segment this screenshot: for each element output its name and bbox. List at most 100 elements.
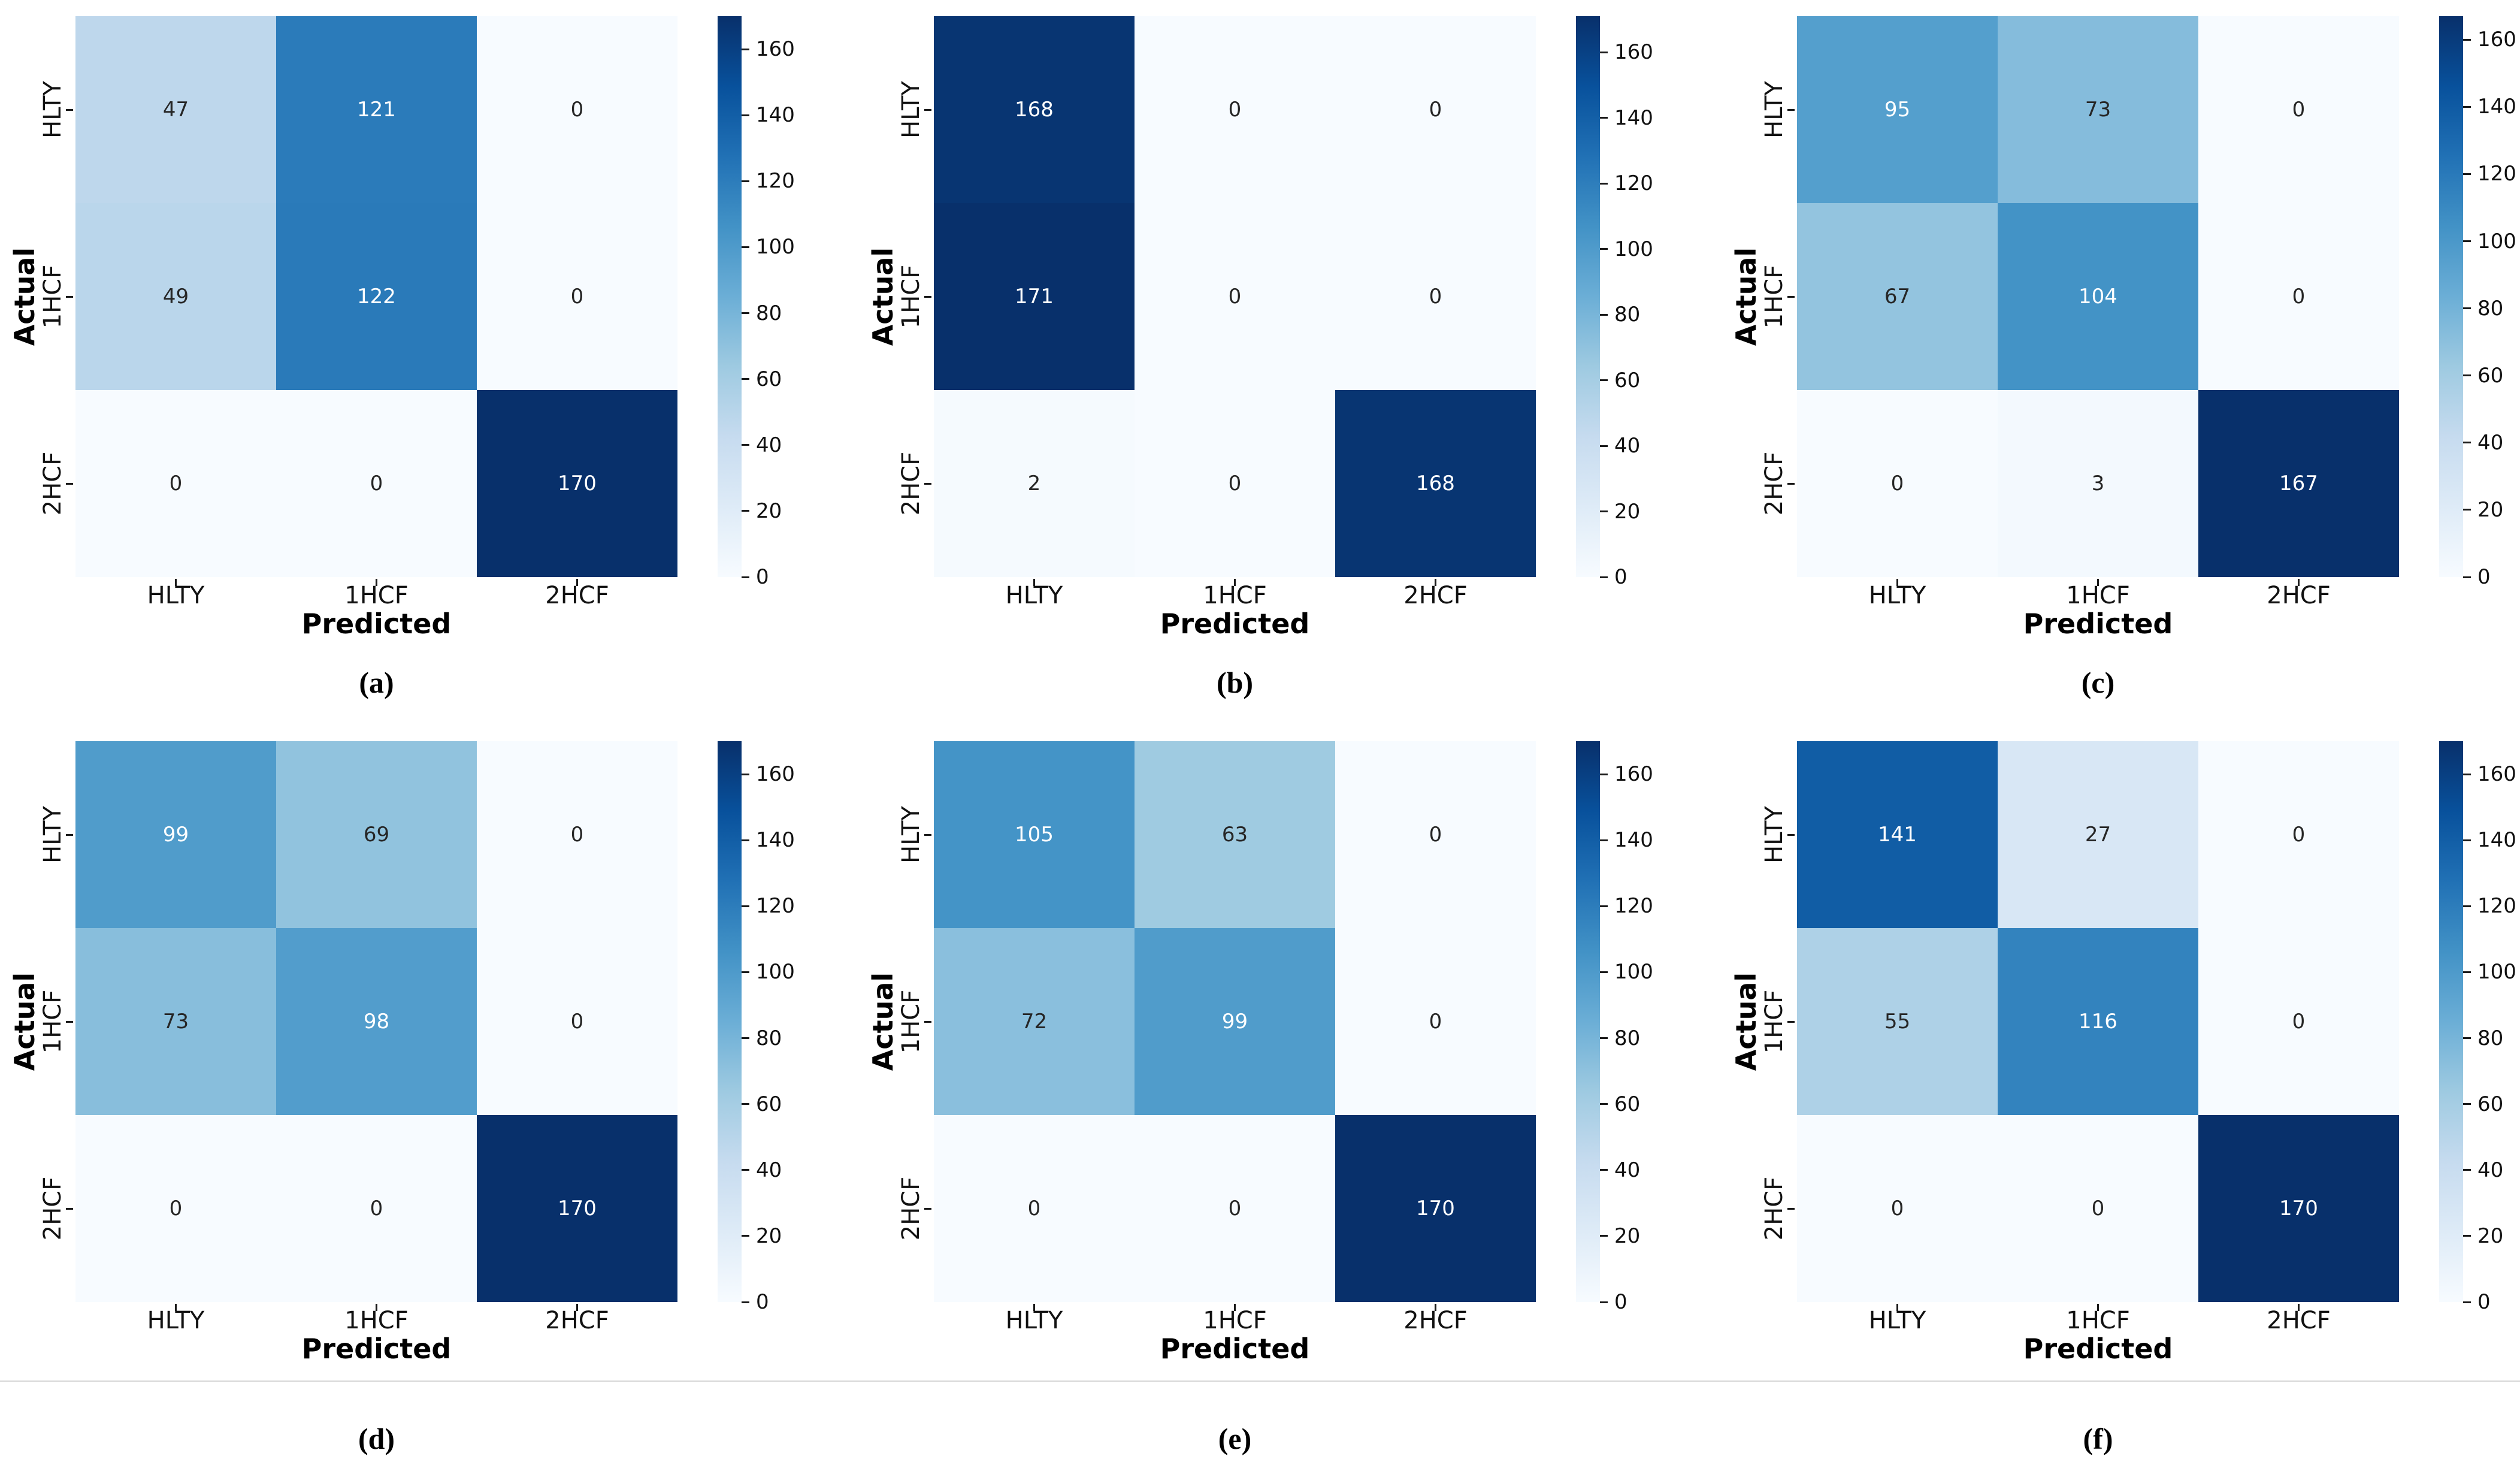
colorbar-tick-mark — [2463, 839, 2471, 841]
colorbar-tick-label: 120 — [756, 169, 795, 194]
colorbar-tick-label: 80 — [1614, 303, 1641, 327]
colorbar-tick-mark — [742, 378, 749, 380]
y-tick-label: 2HCF — [1760, 1176, 1788, 1241]
heatmap-cell: 95 — [1797, 16, 1998, 203]
x-axis-label: Predicted — [1160, 1333, 1310, 1365]
y-tick-mark — [924, 108, 931, 111]
colorbar-tick-label: 0 — [756, 1290, 769, 1314]
colorbar-tick-mark — [1600, 905, 1608, 907]
colorbar-tick-mark — [2463, 1301, 2471, 1303]
heatmap-cell: 0 — [1135, 390, 1335, 577]
y-tick-mark — [1787, 833, 1795, 836]
x-axis-label: Predicted — [301, 1333, 452, 1365]
heatmap-cell: 0 — [75, 390, 276, 577]
x-tick-mark — [2097, 1304, 2099, 1311]
heatmap-cell: 55 — [1797, 928, 1998, 1115]
x-tick-mark — [576, 1304, 578, 1311]
colorbar-tick-mark — [1600, 1037, 1608, 1040]
x-tick-mark — [1896, 579, 1898, 586]
heatmap-cell: 0 — [2198, 16, 2399, 203]
heatmap-cell: 47 — [75, 16, 276, 203]
y-tick-mark — [66, 1207, 73, 1210]
y-tick-mark — [66, 108, 73, 111]
colorbar-tick-label: 60 — [1614, 1092, 1641, 1116]
colorbar-tick-mark — [2463, 1169, 2471, 1171]
colorbar-tick-label: 20 — [2477, 1224, 2504, 1248]
heatmap-cell: 0 — [1335, 203, 1536, 390]
heatmap-cell: 167 — [2198, 390, 2399, 577]
heatmap-cell: 0 — [1135, 1115, 1335, 1302]
colorbar-tick-mark — [742, 444, 749, 446]
heatmap-cell: 121 — [276, 16, 477, 203]
x-tick-label: HLTY — [1868, 582, 1926, 609]
heatmap-cell: 170 — [2198, 1115, 2399, 1302]
confusion-matrix-panel-b: Actual HLTY 1HCF 2HCF 168 0 0 171 0 0 2 0 168 HLTY 1HC… — [858, 0, 1661, 731]
colorbar-gradient — [718, 16, 742, 577]
y-tick-label: HLTY — [1760, 81, 1788, 138]
colorbar-tick-label: 140 — [756, 828, 795, 853]
x-tick-mark — [2298, 579, 2300, 586]
x-tick-mark — [175, 1304, 177, 1311]
colorbar-tick-mark — [742, 839, 749, 841]
y-tick-label: 2HCF — [1760, 451, 1788, 516]
y-tick-mark — [66, 482, 73, 485]
colorbar-tick-label: 40 — [756, 1158, 782, 1182]
colorbar-tick-label: 60 — [2477, 1092, 2504, 1116]
heatmap-cell: 168 — [1335, 390, 1536, 577]
heatmap-cell: 2 — [934, 390, 1135, 577]
colorbar-tick-mark — [2463, 1037, 2471, 1040]
x-tick-mark — [1435, 1304, 1436, 1311]
colorbar-tick-label: 0 — [1614, 1290, 1627, 1314]
colorbar-tick-mark — [742, 1103, 749, 1105]
colorbar-tick-label: 80 — [2477, 1026, 2504, 1050]
colorbar-tick-mark — [742, 1037, 749, 1040]
colorbar-gradient — [718, 741, 742, 1302]
colorbar-tick-mark — [742, 1235, 749, 1237]
heatmap-cell: 170 — [477, 1115, 677, 1302]
colorbar-tick-mark — [1600, 576, 1608, 578]
y-tick-mark — [924, 1020, 931, 1023]
row-separator-line — [0, 1381, 2520, 1382]
colorbar-tick-mark — [1600, 1169, 1608, 1171]
colorbar-tick-label: 80 — [756, 1026, 782, 1050]
x-axis-label: Predicted — [301, 608, 452, 640]
x-axis-label: Predicted — [2023, 1333, 2173, 1365]
heatmap-grid: 105 63 0 72 99 0 0 0 170 — [934, 741, 1536, 1302]
colorbar-tick-label: 160 — [2477, 28, 2516, 52]
colorbar-tick-label: 100 — [1614, 960, 1653, 984]
heatmap-cell: 0 — [2198, 203, 2399, 390]
x-tick-mark — [1435, 579, 1436, 586]
x-tick-mark — [1896, 1304, 1898, 1311]
y-tick-mark — [1787, 295, 1795, 298]
colorbar-tick-label: 120 — [2477, 162, 2516, 186]
colorbar-tick-mark — [742, 48, 749, 50]
colorbar-tick-label: 40 — [1614, 1158, 1641, 1182]
colorbar-tick-label: 100 — [756, 960, 795, 984]
x-tick-label: HLTY — [1005, 1307, 1063, 1334]
x-tick-label: HLTY — [147, 1307, 205, 1334]
colorbar-tick-label: 80 — [1614, 1026, 1641, 1050]
colorbar-tick-label: 20 — [2477, 497, 2504, 522]
y-tick-mark — [1787, 1020, 1795, 1023]
heatmap-cell: 72 — [934, 928, 1135, 1115]
y-tick-mark — [1787, 1207, 1795, 1210]
y-tick-label: 1HCF — [39, 989, 66, 1054]
colorbar-tick-label: 40 — [756, 433, 782, 457]
x-axis-label: Predicted — [1160, 608, 1310, 640]
y-tick-label: HLTY — [1760, 806, 1788, 863]
colorbar-tick-mark — [1600, 1103, 1608, 1105]
colorbar-tick-mark — [742, 114, 749, 116]
heatmap-cell: 0 — [276, 390, 477, 577]
colorbar-tick-mark — [742, 246, 749, 248]
colorbar-tick-label: 60 — [756, 367, 782, 391]
colorbar-tick-label: 60 — [2477, 363, 2504, 388]
colorbar-tick-mark — [742, 510, 749, 512]
heatmap-grid: 141 27 0 55 116 0 0 0 170 — [1797, 741, 2399, 1302]
heatmap-cell: 116 — [1998, 928, 2198, 1115]
y-tick-mark — [66, 1020, 73, 1023]
colorbar-tick-mark — [2463, 307, 2471, 310]
heatmap-grid: 99 69 0 73 98 0 0 0 170 — [75, 741, 677, 1302]
colorbar-tick-label: 120 — [1614, 171, 1653, 196]
colorbar-tick-mark — [2463, 773, 2471, 775]
